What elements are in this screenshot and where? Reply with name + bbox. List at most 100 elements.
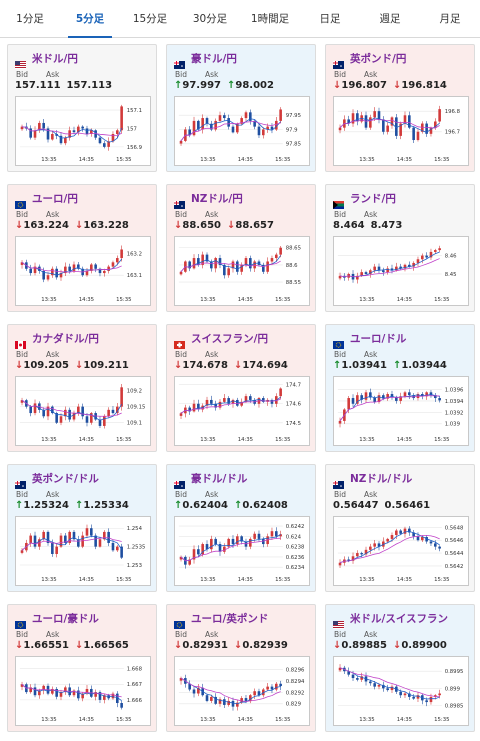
mini-chart[interactable]: 174.7 174.6 174.5 13:35 14:35 15:35 bbox=[174, 376, 310, 446]
candle bbox=[107, 266, 110, 271]
candle bbox=[201, 118, 204, 130]
mini-chart[interactable]: 0.5648 0.5646 0.5644 0.5642 13:35 14:35 15:35 bbox=[333, 516, 469, 586]
ask-price: 163.228 bbox=[83, 220, 129, 231]
candle bbox=[403, 115, 407, 124]
tab-5[interactable]: 日足 bbox=[319, 13, 341, 25]
candle bbox=[434, 121, 437, 128]
rate-card[interactable]: ユーロ/豪ドル Bid Ask ↓1.66551 ↓1.66565 1.668 1.667 1… bbox=[7, 604, 157, 732]
candle bbox=[369, 117, 372, 128]
tab-4[interactable]: 1時間足 bbox=[250, 13, 290, 25]
rate-card[interactable]: NZドル/円 Bid Ask ↓88.650 ↓88.657 88.65 88.6 88.55… bbox=[166, 184, 316, 312]
x-tick-label: 15:35 bbox=[434, 577, 449, 583]
mini-chart[interactable]: 1.0396 1.0394 1.0392 1.039 13:35 14:35 15:35 bbox=[333, 376, 469, 446]
x-tick-label: 15:35 bbox=[116, 577, 131, 583]
candle bbox=[373, 266, 376, 271]
ask-price: 196.814 bbox=[401, 80, 447, 91]
pair-link[interactable]: 英ポンド/ドル bbox=[32, 472, 99, 485]
pair-link[interactable]: 英ポンド/円 bbox=[350, 52, 407, 65]
candle bbox=[386, 688, 389, 691]
eu-gb-flag-icon bbox=[174, 614, 185, 629]
bid-value: ↓163.224 bbox=[15, 220, 69, 231]
mini-chart[interactable]: 0.8995 0.899 0.8985 13:35 14:35 15:35 bbox=[333, 656, 469, 726]
card-header: ユーロ/ドル bbox=[333, 331, 468, 349]
candle bbox=[434, 695, 437, 697]
rate-card[interactable]: NZドル/ドル Bid Ask 0.56447 0.56461 0.5648 0.5646 0… bbox=[325, 464, 475, 592]
tab-1[interactable]: 5分足 bbox=[60, 0, 120, 38]
tab-6[interactable]: 週足 bbox=[379, 13, 401, 25]
mini-chart[interactable]: 88.65 88.6 88.55 13:35 14:35 15:35 bbox=[174, 236, 310, 306]
pair-link[interactable]: NZドル/ドル bbox=[350, 472, 413, 485]
arrow-up-icon: ↑ bbox=[226, 80, 236, 91]
candle bbox=[390, 268, 394, 271]
pair-link[interactable]: 米ドル/円 bbox=[32, 52, 78, 65]
mini-chart[interactable]: 0.8296 0.8294 0.8292 0.829 13:35 14:35 15:35 bbox=[174, 656, 310, 726]
tab-7[interactable]: 月足 bbox=[439, 13, 461, 25]
candle bbox=[218, 401, 222, 408]
candle bbox=[223, 699, 226, 705]
mini-chart[interactable]: 157.1 157 156.9 13:35 14:35 15:35 bbox=[15, 96, 151, 166]
tab-0[interactable]: 1分足 bbox=[16, 13, 44, 25]
candle bbox=[42, 122, 45, 129]
mini-chart[interactable]: 196.8 196.7 13:35 14:35 15:35 bbox=[333, 96, 469, 166]
arrow-down-icon: ↓ bbox=[15, 640, 24, 651]
candle bbox=[347, 398, 350, 410]
x-tick-label: 14:35 bbox=[397, 437, 412, 443]
arrow-up-icon: ↑ bbox=[15, 500, 24, 511]
pair-link[interactable]: ユーロ/円 bbox=[32, 192, 78, 205]
mini-chart[interactable]: 8.46 8.45 13:35 14:35 15:35 bbox=[333, 236, 469, 306]
pair-link[interactable]: カナダドル/円 bbox=[32, 332, 99, 345]
pair-link[interactable]: 米ドル/スイスフラン bbox=[350, 612, 449, 625]
y-tick-label: 0.6234 bbox=[286, 565, 305, 571]
candle bbox=[266, 686, 269, 690]
arrow-down-icon: ↓ bbox=[15, 360, 24, 371]
candle bbox=[98, 692, 102, 700]
candle bbox=[257, 533, 261, 539]
bid-label: Bid bbox=[334, 70, 346, 79]
candle bbox=[188, 261, 191, 269]
rate-card[interactable]: ユーロ/円 Bid Ask ↓163.224 ↓163.228 163.2 163.1 13:… bbox=[7, 184, 157, 312]
price-values: ↑1.03941 ↑1.03944 bbox=[333, 360, 453, 371]
price-values: 157.111 157.113 bbox=[15, 80, 118, 91]
pair-link[interactable]: 豪ドル/円 bbox=[191, 52, 237, 65]
rate-card[interactable]: 米ドル/円 Bid Ask 157.111 157.113 157.1 157 156.9 13… bbox=[7, 44, 157, 172]
candle bbox=[210, 538, 213, 550]
rate-card[interactable]: ランド/円 Bid Ask 8.464 8.473 8.46 8.45 13:35 14:35 1… bbox=[325, 184, 475, 312]
pair-link[interactable]: ユーロ/豪ドル bbox=[32, 612, 99, 625]
ask-price: 0.56461 bbox=[384, 500, 431, 511]
pair-link[interactable]: ユーロ/ドル bbox=[350, 332, 407, 345]
rate-card[interactable]: スイスフラン/円 Bid Ask ↓174.678 ↓174.694 174.7 174.6… bbox=[166, 324, 316, 452]
mini-chart[interactable]: 109.2 109.15 109.1 13:35 14:35 15:35 bbox=[15, 376, 151, 446]
ask-value: 157.113 bbox=[67, 80, 113, 91]
za-flag-icon bbox=[333, 194, 344, 209]
bid-label: Bid bbox=[16, 70, 28, 79]
x-tick-label: 14:35 bbox=[397, 717, 412, 723]
bid-label: Bid bbox=[16, 210, 28, 219]
rate-card[interactable]: 豪ドル/ドル Bid Ask ↑0.62404 ↑0.62408 0.6242 0.624 0… bbox=[166, 464, 316, 592]
pair-link[interactable]: NZドル/円 bbox=[191, 192, 243, 205]
mini-chart[interactable]: 163.2 163.1 13:35 14:35 15:35 bbox=[15, 236, 151, 306]
au-us-flag-icon bbox=[174, 474, 185, 489]
pair-link[interactable]: ランド/円 bbox=[350, 192, 396, 205]
tab-3[interactable]: 30分足 bbox=[192, 13, 228, 25]
rate-card[interactable]: 豪ドル/円 Bid Ask ↑97.997 ↑98.002 97.95 97.9 97.85 1… bbox=[166, 44, 316, 172]
rate-card[interactable]: カナダドル/円 Bid Ask ↓109.205 ↓109.211 109.2 109.15… bbox=[7, 324, 157, 452]
candle bbox=[231, 700, 235, 707]
rate-card[interactable]: ユーロ/英ポンド Bid Ask ↓0.82931 ↓0.82939 0.8296 0.82… bbox=[166, 604, 316, 732]
x-tick-label: 13:35 bbox=[359, 577, 374, 583]
rate-card[interactable]: 英ポンド/ドル Bid Ask ↑1.25324 ↑1.25334 1.254 1.2535… bbox=[7, 464, 157, 592]
tab-2[interactable]: 15分足 bbox=[132, 13, 168, 25]
rate-card[interactable]: 米ドル/スイスフラン Bid Ask ↓0.89885 ↓0.89900 0.8995 0.… bbox=[325, 604, 475, 732]
ask-label: Ask bbox=[364, 630, 378, 639]
rate-card[interactable]: 英ポンド/円 Bid Ask ↓196.807 ↓196.814 196.8 196.7 13… bbox=[325, 44, 475, 172]
y-tick-label: 163.2 bbox=[127, 252, 142, 258]
mini-chart[interactable]: 97.95 97.9 97.85 13:35 14:35 15:35 bbox=[174, 96, 310, 166]
rate-card[interactable]: ユーロ/ドル Bid Ask ↑1.03941 ↑1.03944 1.0396 1.0394… bbox=[325, 324, 475, 452]
mini-chart[interactable]: 1.668 1.667 1.666 13:35 14:35 15:35 bbox=[15, 656, 151, 726]
pair-link[interactable]: スイスフラン/円 bbox=[191, 332, 269, 345]
pair-link[interactable]: ユーロ/英ポンド bbox=[191, 612, 269, 625]
pair-link[interactable]: 豪ドル/ドル bbox=[191, 472, 248, 485]
card-header: 豪ドル/円 bbox=[174, 51, 309, 69]
mini-chart[interactable]: 0.6242 0.624 0.6238 0.6236 0.6234 13:35 14:35 1… bbox=[174, 516, 310, 586]
candle bbox=[438, 109, 441, 122]
mini-chart[interactable]: 1.254 1.2535 1.253 13:35 14:35 15:35 bbox=[15, 516, 151, 586]
